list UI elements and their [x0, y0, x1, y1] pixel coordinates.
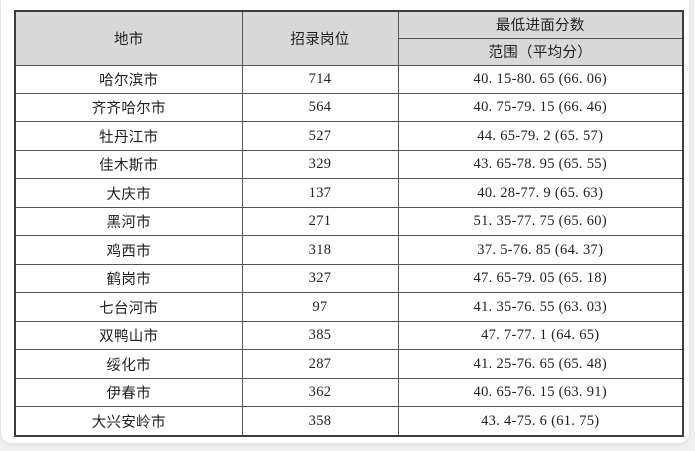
- cell-city: 大兴安岭市: [14, 406, 243, 437]
- header-cell-score-sub: 范围（平均分）: [397, 37, 684, 66]
- cell-city: 大庆市: [14, 178, 243, 208]
- cell-score: 43. 65-78. 95 (65. 55): [397, 149, 684, 180]
- header-row-sub: 范围（平均分）: [15, 37, 684, 66]
- header-cell-score-group: 最低进面分数: [397, 10, 684, 39]
- table-row: 佳木斯市 329 43. 65-78. 95 (65. 55): [14, 149, 684, 180]
- cell-positions: 271: [241, 206, 399, 237]
- content-card: 地市 招录岗位 最低进面分数 范围（平均分） 哈尔滨市 714 40. 15-80.…: [1, 0, 689, 443]
- cell-city: 牡丹江市: [14, 121, 243, 151]
- cell-positions: 97: [241, 292, 399, 322]
- table-row: 七台河市 97 41. 35-76. 55 (63. 03): [14, 292, 684, 322]
- table-row: 大庆市 137 40. 28-77. 9 (65. 63): [14, 178, 684, 208]
- cell-city: 佳木斯市: [14, 149, 243, 180]
- score-table: 地市 招录岗位 最低进面分数 范围（平均分） 哈尔滨市 714 40. 15-80.…: [14, 10, 684, 437]
- cell-city: 鸡西市: [14, 235, 243, 265]
- cell-score: 40. 65-76. 15 (63. 91): [397, 377, 684, 408]
- cell-score: 40. 75-79. 15 (66. 46): [397, 92, 684, 123]
- cell-positions: 358: [241, 406, 399, 437]
- table-row: 伊春市 362 40. 65-76. 15 (63. 91): [14, 377, 684, 408]
- table-row: 双鸭山市 385 47. 7-77. 1 (64. 65): [14, 320, 684, 351]
- table-body: 哈尔滨市 714 40. 15-80. 65 (66. 06) 齐齐哈尔市 564 40.…: [14, 64, 684, 437]
- cell-positions: 714: [241, 64, 399, 94]
- cell-city: 鹤岗市: [14, 263, 243, 294]
- table-header: 地市 招录岗位 最低进面分数 范围（平均分）: [14, 10, 684, 66]
- header-cell-positions: 招录岗位: [241, 10, 399, 66]
- cell-city: 七台河市: [14, 292, 243, 322]
- cell-positions: 318: [241, 235, 399, 265]
- cell-positions: 137: [241, 178, 399, 208]
- cell-positions: 385: [241, 320, 399, 351]
- header-cell-city: 地市: [14, 10, 243, 66]
- table-row: 绥化市 287 41. 25-76. 65 (65. 48): [14, 349, 684, 379]
- table-row: 牡丹江市 527 44. 65-79. 2 (65. 57): [14, 121, 684, 151]
- cell-city: 哈尔滨市: [14, 64, 243, 94]
- cell-city: 双鸭山市: [14, 320, 243, 351]
- cell-positions: 327: [241, 263, 399, 294]
- table-row: 黑河市 271 51. 35-77. 75 (65. 60): [14, 206, 684, 237]
- cell-city: 绥化市: [14, 349, 243, 379]
- cell-score: 44. 65-79. 2 (65. 57): [397, 121, 684, 151]
- cell-score: 41. 35-76. 55 (63. 03): [397, 292, 684, 322]
- table-row: 鹤岗市 327 47. 65-79. 05 (65. 18): [14, 263, 684, 294]
- cell-positions: 527: [241, 121, 399, 151]
- cell-score: 43. 4-75. 6 (61. 75): [397, 406, 684, 437]
- cell-positions: 287: [241, 349, 399, 379]
- header-row-top: 地市 招录岗位 最低进面分数: [14, 10, 684, 66]
- cell-positions: 362: [241, 377, 399, 408]
- cell-city: 齐齐哈尔市: [14, 92, 243, 123]
- table-row: 哈尔滨市 714 40. 15-80. 65 (66. 06): [14, 64, 684, 94]
- cell-score: 47. 65-79. 05 (65. 18): [397, 263, 684, 294]
- cell-score: 40. 28-77. 9 (65. 63): [397, 178, 684, 208]
- table-row: 大兴安岭市 358 43. 4-75. 6 (61. 75): [14, 406, 684, 437]
- cell-score: 37. 5-76. 85 (64. 37): [397, 235, 684, 265]
- cell-city: 伊春市: [14, 377, 243, 408]
- cell-score: 47. 7-77. 1 (64. 65): [397, 320, 684, 351]
- table-row: 鸡西市 318 37. 5-76. 85 (64. 37): [14, 235, 684, 265]
- cell-positions: 564: [241, 92, 399, 123]
- cell-score: 51. 35-77. 75 (65. 60): [397, 206, 684, 237]
- cell-city: 黑河市: [14, 206, 243, 237]
- cell-score: 40. 15-80. 65 (66. 06): [397, 64, 684, 94]
- cell-positions: 329: [241, 149, 399, 180]
- cell-score: 41. 25-76. 65 (65. 48): [397, 349, 684, 379]
- table-row: 齐齐哈尔市 564 40. 75-79. 15 (66. 46): [14, 92, 684, 123]
